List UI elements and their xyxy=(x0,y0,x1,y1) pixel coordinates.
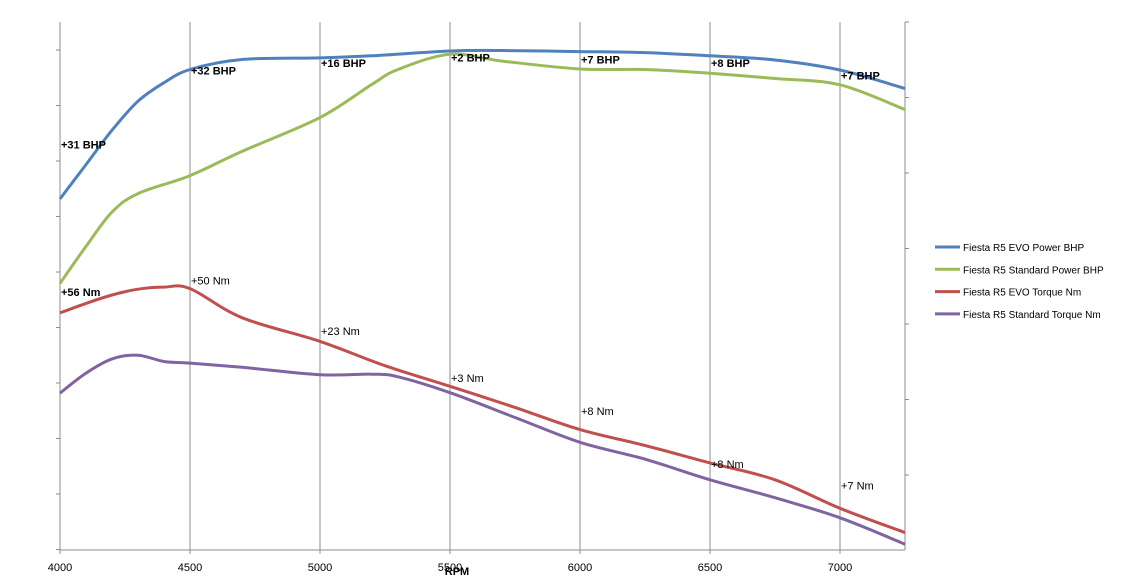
series-line-2 xyxy=(58,52,906,285)
vertical-gridlines xyxy=(189,22,841,550)
legend-label: Fiesta R5 Standard Power BHP xyxy=(963,265,1104,276)
legend-label: Fiesta R5 EVO Torque Nm xyxy=(963,288,1081,299)
annotation-label: +8 Nm xyxy=(581,406,614,418)
annotation-label: +7 BHP xyxy=(581,54,620,66)
annotation-label: +16 BHP xyxy=(321,58,366,70)
legend-label: Fiesta R5 Standard Torque Nm xyxy=(963,310,1101,321)
annotation-label: +32 BHP xyxy=(191,66,236,78)
annotation-label: +2 BHP xyxy=(451,52,490,64)
x-tick-label: 5000 xyxy=(308,562,332,574)
x-tick-label: 4000 xyxy=(48,562,72,574)
x-tick-label: 4500 xyxy=(178,562,202,574)
annotation-label: +8 BHP xyxy=(711,58,750,70)
annotation-label: +31 BHP xyxy=(61,139,106,151)
annotations: +31 BHP +32 BHP +16 BHP +2 BHP +7 BHP +8 BHP +… xyxy=(61,52,880,492)
legend: Fiesta R5 EVO Power BHP Fiesta R5 Standar… xyxy=(935,243,1104,321)
x-tick-label: 7000 xyxy=(828,562,852,574)
x-tick-label: 6500 xyxy=(698,562,722,574)
annotation-label: +50 Nm xyxy=(191,276,230,288)
series-line-4 xyxy=(59,353,906,546)
x-axis-title: RPM xyxy=(445,566,469,578)
annotation-label: +7 BHP xyxy=(841,70,880,82)
axes: 4000 4500 5000 5500 6000 6500 7000 RPM xyxy=(48,21,909,578)
annotation-label: +8 Nm xyxy=(711,459,744,471)
series-line-3 xyxy=(59,284,906,535)
x-tick-label: 5500 xyxy=(438,562,462,574)
series-line-1 xyxy=(58,48,906,200)
annotation-label: +56 Nm xyxy=(61,287,101,299)
annotation-label: +7 Nm xyxy=(841,481,874,493)
annotation-label: +3 Nm xyxy=(451,373,484,385)
series-lines xyxy=(58,48,906,546)
annotation-label: +23 Nm xyxy=(321,326,360,338)
legend-label: Fiesta R5 EVO Power BHP xyxy=(963,243,1084,254)
x-tick-label: 6000 xyxy=(568,562,592,574)
